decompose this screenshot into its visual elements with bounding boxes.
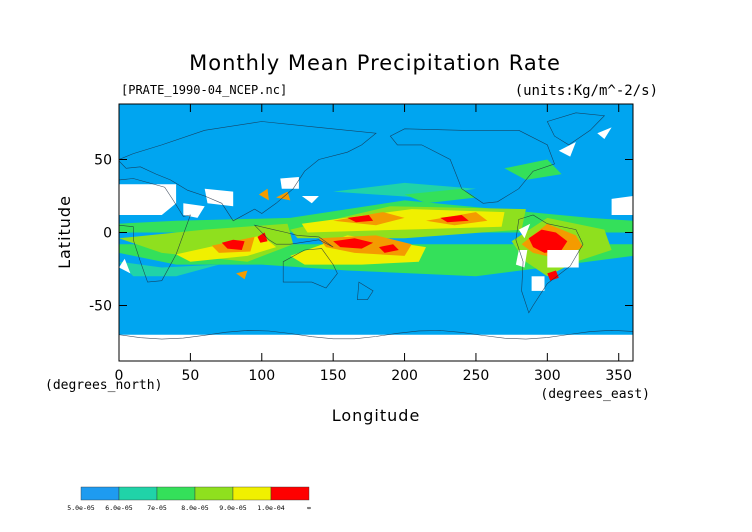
coastline-3	[357, 281, 374, 301]
colorbar-segment-2	[156, 486, 196, 501]
precip-region-25	[333, 238, 374, 249]
missing-data-region-7	[531, 276, 545, 291]
precip-region-5	[404, 188, 476, 204]
missing-data-region-0	[119, 184, 177, 215]
precip-region-22	[547, 270, 559, 281]
coastline-2	[282, 248, 338, 289]
precip-region-23	[221, 239, 245, 250]
colorbar-label-5: 1.0e-04	[257, 504, 284, 512]
precip-region-19	[236, 270, 248, 280]
missing-data-region-2	[183, 203, 205, 218]
x-axis-units-note: (degrees_east)	[540, 387, 650, 402]
y-axis-units-note: (degrees_north)	[45, 378, 162, 393]
precip-region-21	[528, 229, 568, 253]
precip-region-17	[276, 191, 291, 201]
x-tick-label-1: 50	[181, 368, 199, 384]
x-tick-label-6: 300	[534, 368, 561, 384]
x-tick-label-0: 0	[115, 368, 124, 384]
colorbar-segment-3	[194, 486, 234, 501]
x-tick-label-3: 150	[320, 368, 347, 384]
precip-region-18	[258, 188, 269, 201]
precip-region-28	[440, 215, 469, 223]
missing-data-region-13	[518, 223, 531, 239]
precip-region-4	[504, 159, 562, 180]
missing-data-region-11	[558, 142, 576, 157]
missing-data-region-4	[301, 196, 319, 204]
coastline-0	[119, 178, 191, 283]
x-tick-label-7: 350	[605, 368, 632, 384]
coastline-6	[546, 112, 606, 146]
colorbar-segment-1	[118, 486, 158, 501]
precip-region-26	[378, 244, 399, 253]
colorbar-label-4: 9.0e-05	[219, 504, 246, 512]
missing-data-region-12	[597, 127, 612, 139]
coastline-4	[389, 128, 555, 204]
colorbar: 5.0e-05 6.0e-05 7e-05 8.0e-05 9.0e-05 1.0e-04…	[67, 486, 311, 512]
x-axis-title: Longitude	[332, 406, 421, 425]
coastline-antarctica	[119, 329, 633, 340]
missing-data-region-10	[119, 258, 131, 274]
x-tick-label-2: 100	[248, 368, 275, 384]
missing-data-region-1	[204, 188, 234, 207]
chart-title: Monthly Mean Precipitation Rate	[189, 51, 561, 75]
file-label: [PRATE_1990-04_NCEP.nc]	[121, 83, 287, 97]
colorbar-label-6: ∞	[307, 504, 311, 512]
colorbar-label-2: 7e-05	[147, 504, 167, 512]
precip-region-27	[347, 215, 374, 223]
precip-region-9	[301, 209, 505, 233]
coastline-7	[253, 224, 334, 248]
y-tick-label-1: 0	[103, 226, 112, 242]
missing-data-region-9	[119, 334, 633, 361]
colorbar-segment-4	[232, 486, 272, 501]
y-tick-label-0: 50	[94, 152, 112, 168]
precip-region-24	[257, 232, 268, 243]
colorbar-label-3: 8.0e-05	[181, 504, 208, 512]
missing-data-region-5	[547, 250, 579, 268]
y-tick-label-2: -50	[89, 299, 112, 315]
x-tick-label-4: 200	[391, 368, 418, 384]
units-label: (units:Kg/m^-2/s)	[515, 83, 658, 99]
missing-data-region-3	[280, 177, 299, 189]
missing-data-region-6	[515, 250, 528, 268]
coastlines	[119, 112, 633, 340]
coastline-5	[515, 214, 584, 314]
coastline-1	[119, 121, 377, 222]
missing-data-region-8	[611, 196, 633, 215]
colorbar-label-1: 6.0e-05	[105, 504, 132, 512]
colorbar-segment-0	[80, 486, 120, 501]
colorbar-segment-5	[270, 486, 310, 501]
colorbar-label-0: 5.0e-05	[67, 504, 94, 512]
y-axis-title: Latitude	[55, 195, 74, 269]
x-tick-label-5: 250	[463, 368, 490, 384]
axis-ticks	[118, 104, 633, 361]
